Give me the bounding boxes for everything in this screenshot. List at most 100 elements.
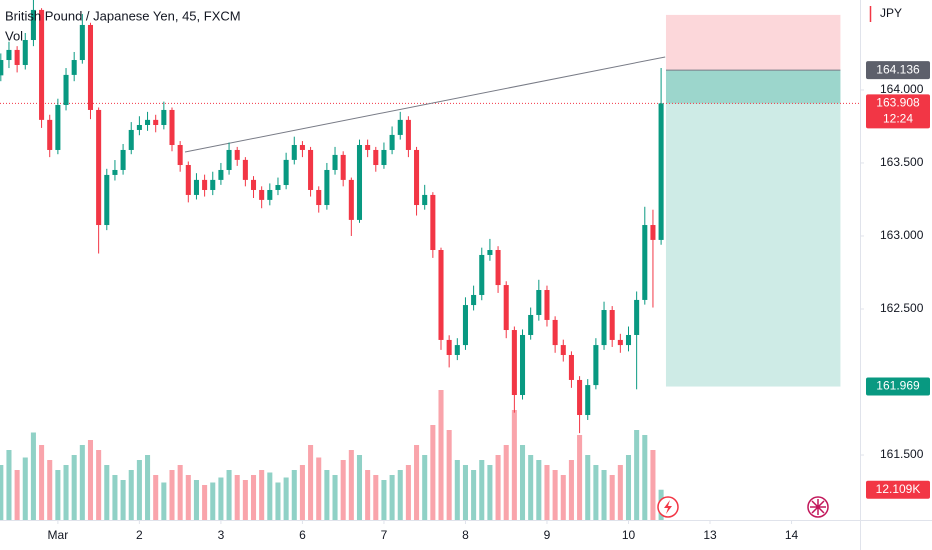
- volume-bar: [202, 485, 208, 520]
- volume-bar: [356, 455, 363, 520]
- alert-icon[interactable]: [657, 496, 679, 518]
- volume-bar: [405, 465, 411, 520]
- candle-body: [87, 24, 94, 110]
- volume-bar: [283, 477, 289, 520]
- volume-bar: [14, 470, 20, 520]
- x-tick-label: Mar: [48, 528, 69, 542]
- volume-bar: [22, 457, 28, 520]
- volume-bar: [577, 435, 583, 520]
- y-tick-label: 163.500: [880, 155, 924, 169]
- candle-body: [405, 119, 411, 150]
- last-price-label: 163.908: [876, 96, 920, 110]
- candle-body: [471, 294, 477, 306]
- volume-bar: [242, 480, 248, 520]
- candle-body: [63, 74, 69, 105]
- candle-body: [30, 9, 36, 41]
- candle-body: [617, 339, 623, 346]
- candle-body: [145, 119, 151, 125]
- candle-body: [250, 179, 257, 190]
- volume-bar: [552, 470, 558, 520]
- flag-icon[interactable]: [807, 496, 829, 518]
- volume-bar: [226, 470, 232, 520]
- candle-body: [308, 149, 314, 190]
- volume-bar: [340, 460, 346, 520]
- volume-bar: [479, 460, 485, 520]
- candle-body: [120, 149, 126, 170]
- candle-body: [291, 145, 297, 160]
- candle-body: [234, 149, 240, 160]
- candle-body: [414, 149, 420, 206]
- alert-bolt[interactable]: [664, 500, 672, 514]
- candle-body: [104, 174, 110, 226]
- candle-body: [6, 49, 12, 61]
- volume-bar: [47, 460, 53, 520]
- candle-body: [568, 354, 574, 380]
- candle-body: [397, 119, 403, 135]
- candle-body: [585, 385, 591, 416]
- candle-body: [495, 249, 501, 286]
- y-tick-label: 163.000: [880, 228, 924, 242]
- candle-body: [634, 299, 640, 335]
- volume-bar: [136, 460, 142, 520]
- x-tick-label: 10: [622, 528, 636, 542]
- volume-bar: [153, 475, 159, 520]
- candle-body: [552, 319, 558, 346]
- volume-bar: [446, 430, 452, 520]
- volume-bar: [6, 450, 12, 520]
- candle-body: [430, 194, 436, 250]
- volume-bar: [462, 465, 468, 520]
- volume-bar: [71, 455, 77, 520]
- x-tick-label: 7: [381, 528, 388, 542]
- volume-bar: [568, 460, 574, 520]
- volume-bar: [193, 480, 199, 520]
- candle-body: [332, 154, 338, 170]
- open-pnl-zone: [665, 70, 841, 104]
- candle-body: [479, 254, 485, 295]
- volume-bar: [373, 475, 379, 520]
- last-price-box: [866, 94, 930, 129]
- candle-body: [55, 104, 61, 150]
- countdown: 12:24: [883, 112, 913, 126]
- volume-bar: [332, 475, 338, 520]
- volume-bar: [185, 475, 191, 520]
- candle-body: [340, 154, 346, 180]
- volume-bar: [234, 475, 240, 520]
- volume-bar: [120, 480, 126, 520]
- volume-bar: [267, 472, 273, 520]
- candle-body: [299, 145, 305, 150]
- entry-label: 164.136: [876, 62, 920, 76]
- candle-body: [625, 334, 632, 346]
- candle-body: [267, 189, 273, 200]
- x-tick-label: 2: [136, 528, 143, 542]
- volume-bar: [177, 465, 183, 520]
- volume-bar: [30, 432, 36, 520]
- volume-bar: [275, 482, 281, 520]
- volume-title: Vol: [5, 28, 23, 43]
- stop-zone: [665, 14, 841, 71]
- volume-bar: [112, 475, 118, 520]
- volume-bar: [55, 470, 61, 520]
- candle-body: [169, 109, 175, 146]
- volume-bar: [348, 450, 354, 520]
- volume-bar: [560, 475, 566, 520]
- candle-body: [47, 119, 53, 150]
- candle-body: [71, 60, 77, 75]
- volume-bar: [519, 445, 526, 520]
- volume-bar: [422, 455, 428, 520]
- candle-body: [365, 145, 371, 150]
- volume-bar: [430, 425, 436, 520]
- candle-body: [0, 60, 4, 76]
- volume-bar: [210, 482, 216, 520]
- volume-bar: [650, 450, 656, 520]
- x-tick-label: 6: [299, 528, 306, 542]
- flag-cross[interactable]: [810, 499, 826, 515]
- volume-bar: [601, 470, 607, 520]
- candle-body: [446, 339, 452, 355]
- candle-body: [39, 9, 45, 120]
- volume-bar: [161, 482, 167, 520]
- volume-bar: [642, 435, 648, 520]
- volume-bar: [218, 477, 224, 520]
- volume-label-box: [866, 480, 930, 499]
